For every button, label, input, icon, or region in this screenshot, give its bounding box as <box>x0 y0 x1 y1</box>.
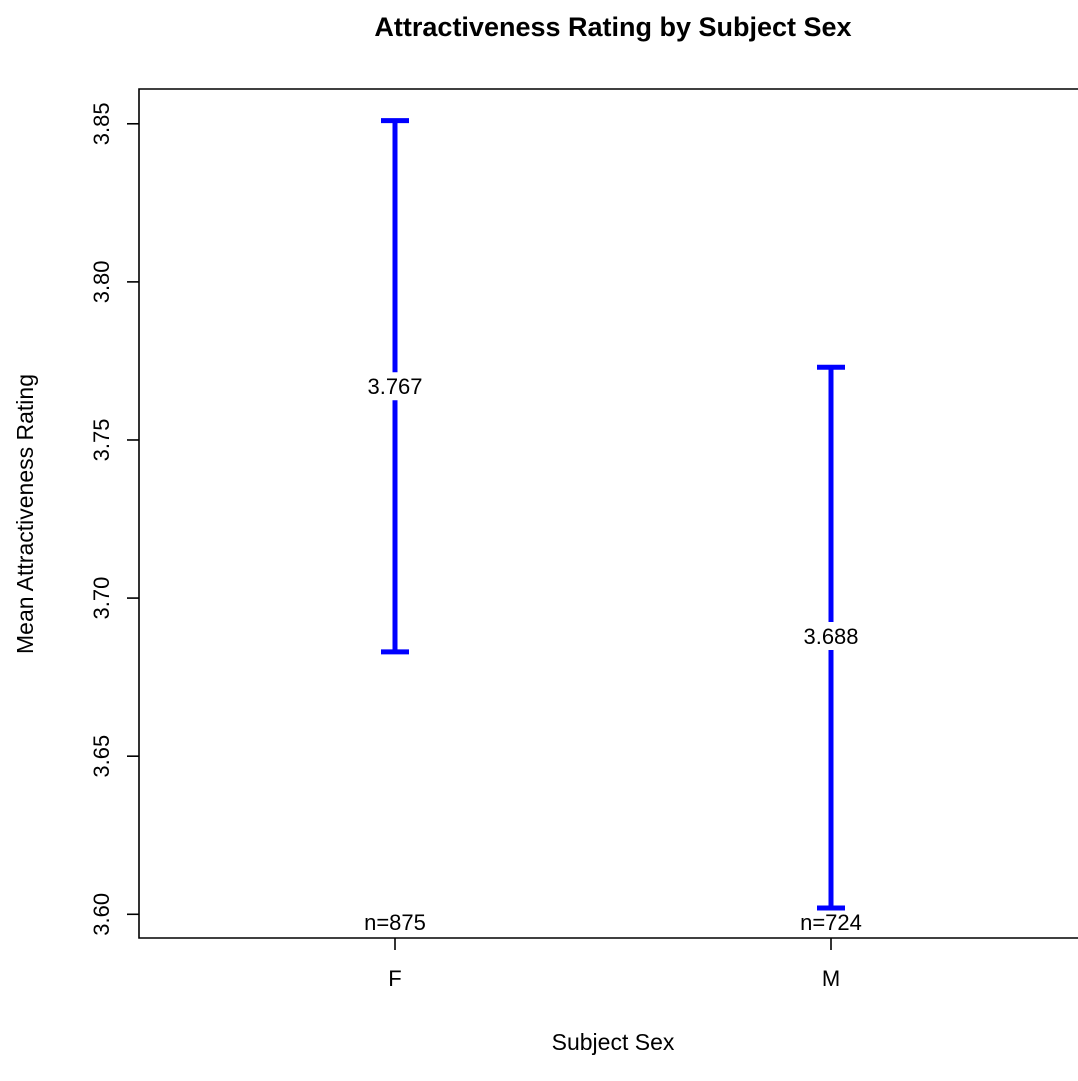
mean-label: 3.767 <box>367 374 422 399</box>
y-tick-label: 3.85 <box>89 102 114 145</box>
plot-area: 3.60 3.65 3.70 3.75 3.80 3.85 F M 3.767 n=875 3.68… <box>89 88 1078 991</box>
x-axis-label: Subject Sex <box>552 1029 675 1055</box>
y-tick-label: 3.60 <box>89 893 114 936</box>
n-label: n=724 <box>800 910 862 935</box>
chart-title: Attractiveness Rating by Subject Sex <box>374 12 851 42</box>
x-tick-label: M <box>822 966 840 991</box>
n-label: n=875 <box>364 910 426 935</box>
y-tick-label: 3.75 <box>89 419 114 462</box>
y-axis-label: Mean Attractiveness Rating <box>12 374 38 654</box>
plot-frame <box>138 88 1078 939</box>
x-tick-label: F <box>388 966 401 991</box>
y-tick-label: 3.70 <box>89 577 114 620</box>
y-tick-label: 3.65 <box>89 735 114 778</box>
mean-label: 3.688 <box>803 624 858 649</box>
y-tick-label: 3.80 <box>89 260 114 303</box>
